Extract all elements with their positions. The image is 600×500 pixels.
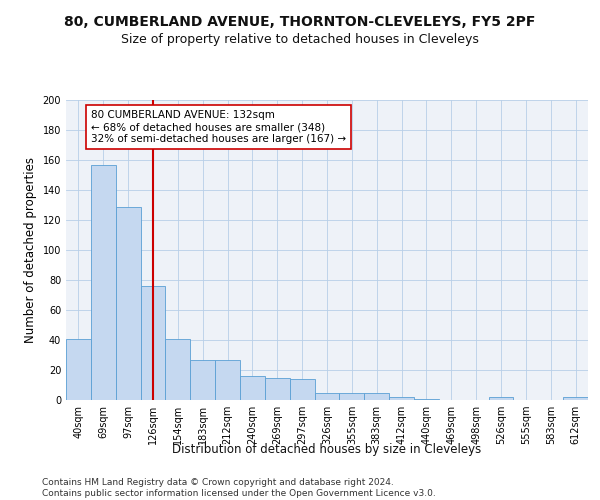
Bar [364, 392, 389, 400]
Bar [290, 379, 314, 400]
Text: Distribution of detached houses by size in Cleveleys: Distribution of detached houses by size … [172, 442, 482, 456]
Bar [140, 286, 166, 400]
Bar [215, 360, 240, 400]
Bar [488, 397, 514, 400]
Text: Size of property relative to detached houses in Cleveleys: Size of property relative to detached ho… [121, 32, 479, 46]
Bar [414, 398, 439, 400]
Bar [265, 378, 290, 400]
Text: 80, CUMBERLAND AVENUE, THORNTON-CLEVELEYS, FY5 2PF: 80, CUMBERLAND AVENUE, THORNTON-CLEVELEY… [64, 15, 536, 29]
Bar [563, 397, 588, 400]
Bar [116, 206, 140, 400]
Text: Contains HM Land Registry data © Crown copyright and database right 2024.
Contai: Contains HM Land Registry data © Crown c… [42, 478, 436, 498]
Bar [66, 338, 91, 400]
Bar [91, 164, 116, 400]
Text: 80 CUMBERLAND AVENUE: 132sqm
← 68% of detached houses are smaller (348)
32% of s: 80 CUMBERLAND AVENUE: 132sqm ← 68% of de… [91, 110, 346, 144]
Bar [240, 376, 265, 400]
Bar [190, 360, 215, 400]
Bar [166, 338, 190, 400]
Bar [389, 397, 414, 400]
Y-axis label: Number of detached properties: Number of detached properties [24, 157, 37, 343]
Bar [314, 392, 340, 400]
Bar [340, 392, 364, 400]
